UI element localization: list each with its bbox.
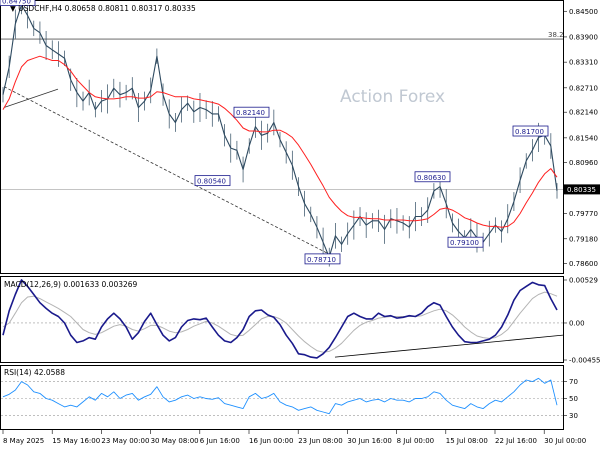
price-annotations: 0.84750 0.82140 0.80540 0.78710 0.80630 0.791… [0,0,549,265]
time-tick-label: 15 Jul 08:00 [446,437,488,445]
channel-line [3,88,59,108]
price-panel-frame [0,0,564,274]
macd-y-tick-label: 0.00529 [569,277,598,285]
rsi-y-axis: 70 50 30 [563,378,578,420]
price-y-tick-label: 0.79180 [569,235,598,243]
price-y-tick-label: 0.81540 [569,134,598,142]
current-price-tag [564,184,600,195]
macd-divergence-line [334,334,564,358]
rsi-panel-frame [0,365,564,430]
price-level-box [414,171,451,183]
macd-title: MACD(12,26,9) 0.001633 0.003269 [4,280,138,289]
price-y-tick-label: 0.82710 [569,84,598,92]
macd-y-tick-label: -0.004557 [569,357,600,365]
price-y-axis: 0.84500 0.83900 0.83310 0.82710 0.82140 0.815… [563,8,598,268]
price-level-label: 0.84750 [0,0,36,6]
rsi-guides [1,381,563,416]
price-level-box [304,253,341,265]
price-level-box [0,0,36,6]
price-y-tick-label: 0.84500 [569,8,598,16]
price-level-label: 0.81700 [512,125,549,137]
price-level-text: 0.80540 [197,178,226,186]
falling-trendline [3,86,336,258]
time-tick-label: 22 Jul 16:00 [495,437,537,445]
price-level-text: 0.81700 [515,128,544,136]
macd-panel-frame [0,276,564,363]
time-tick-label: 8 Jul 00:00 [397,437,435,445]
macd-signal-line [2,291,558,353]
price-y-tick-label: 0.78600 [569,260,598,268]
time-tick-label: 16 Jun 00:00 [249,437,293,445]
price-level-label: 0.78710 [304,253,341,265]
time-tick-label: 6 Jun 16:00 [200,437,240,445]
rsi-line [2,377,558,415]
macd-y-axis: 0.00529 0.00 -0.004557 [563,277,600,365]
collapse-triangle-icon: ▼ [10,4,16,13]
price-level-box [194,175,231,187]
price-y-tick-label: 0.83310 [569,59,598,67]
time-tick-label: 30 May 08:00 [151,437,199,445]
price-level-box [447,236,484,248]
moving-average-line [2,55,558,228]
time-tick-label: 30 Jul 00:00 [544,437,586,445]
watermark: Action Forex [340,87,445,107]
price-level-box [233,106,270,118]
time-tick-label: 23 Jun 08:00 [298,437,342,445]
time-tick-label: 30 Jun 16:00 [347,437,391,445]
rsi-series [2,377,558,415]
macd-y-tick-label: 0.00 [569,319,585,327]
macd-series [2,279,564,359]
macd-line [2,279,558,359]
price-y-tick-label: 0.80960 [569,159,598,167]
rsi-y-tick-label: 70 [569,378,578,386]
price-level-label: 0.79100 [447,236,484,248]
price-level-text: 0.80630 [417,174,446,182]
time-axis: 8 May 2025 15 May 16:00 23 May 00:00 30 May… [2,430,586,445]
price-level-text: 0.79100 [450,239,479,247]
price-level-label: 0.80540 [194,175,231,187]
time-tick-label: 8 May 2025 [3,437,44,445]
price-level-text: 0.82140 [236,109,265,117]
price-level-label: 0.82140 [233,106,270,118]
price-level-text: 0.78710 [307,256,336,264]
price-y-tick-label: 0.79770 [569,210,598,218]
chart-title: ▼ USDCHF,H4 0.80658 0.80811 0.80317 0.80… [10,4,196,13]
price-level-label: 0.80630 [414,171,451,183]
current-price-tag-text: 0.80335 [567,186,596,194]
trendlines [3,86,336,258]
time-tick-label: 15 May 16:00 [52,437,100,445]
rsi-y-tick-label: 50 [569,395,578,403]
price-level-text: 0.84750 [2,0,31,6]
price-y-tick-label: 0.82140 [569,109,598,117]
rsi-y-tick-label: 30 [569,412,578,420]
rsi-title: RSI(14) 42.0588 [4,368,65,377]
time-tick-label: 23 May 00:00 [101,437,149,445]
price-level-box [512,125,549,137]
price-y-tick-label: 0.83900 [569,33,598,41]
fib-level-label: 38.2 [548,31,564,39]
